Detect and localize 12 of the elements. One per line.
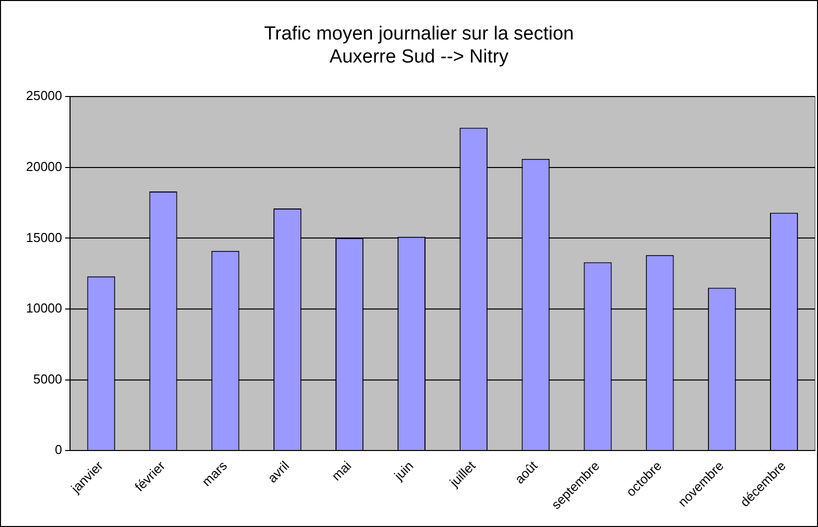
x-tick-label: avril xyxy=(264,458,292,486)
y-tick-label: 15000 xyxy=(26,230,62,245)
y-tick-label: 25000 xyxy=(26,88,62,104)
text: Auxerre Sud --> Nitry xyxy=(330,46,508,68)
y-tick-label: 10000 xyxy=(26,300,62,316)
x-tick-label: août xyxy=(512,458,541,487)
text: Trafic moyen journalier sur la section xyxy=(264,24,574,45)
y-tick-label: 20000 xyxy=(26,158,62,174)
x-tick-label: juin xyxy=(390,458,416,484)
y-tick-label: 0 xyxy=(54,442,62,458)
y-tick-label: 5000 xyxy=(33,371,62,386)
x-tick-label: mai xyxy=(328,458,354,484)
